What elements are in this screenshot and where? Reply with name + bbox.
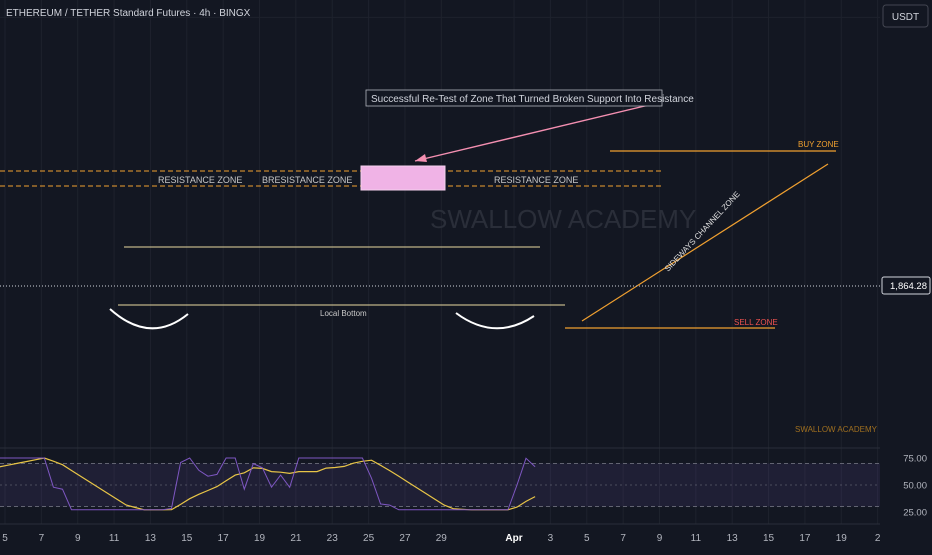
time-tick-label: 5: [584, 533, 590, 544]
right-bottom-arc: [455, 312, 535, 330]
time-tick-label: 13: [727, 533, 739, 544]
time-tick-label: 9: [75, 533, 81, 544]
time-tick-label: 23: [327, 533, 339, 544]
chart-title: ETHEREUM / TETHER Standard Futures · 4h …: [6, 8, 251, 19]
time-tick-label: 15: [181, 533, 193, 544]
time-tick-label: 19: [254, 533, 266, 544]
sideways-channel-line: [581, 163, 829, 322]
price-axis: 2,500.002,400.002,300.002,200.002,100.00…: [880, 0, 932, 550]
annotation-text: Successful Re-Test of Zone That Turned B…: [371, 94, 694, 105]
time-tick-label: 3: [548, 533, 554, 544]
time-tick-label: 7: [39, 533, 45, 544]
annotation-box: [365, 89, 663, 107]
time-tick-label: 29: [436, 533, 448, 544]
current-price-tag: 1,864.28: [881, 276, 931, 295]
watermark-text: SWALLOW ACADEMY: [430, 204, 696, 234]
rsi-ma-line: [0, 457, 536, 511]
time-tick-label: 25: [363, 533, 375, 544]
time-tick-label: 7: [620, 533, 626, 544]
time-tick-label: 11: [691, 533, 702, 544]
time-tick-label: 13: [145, 533, 157, 544]
currency-button[interactable]: USDT: [882, 4, 929, 28]
zones: [0, 103, 880, 330]
rsi-tick-label: 50.00: [903, 481, 927, 492]
header: ETHEREUM / TETHER Standard Futures · 4h …: [6, 8, 251, 19]
current-price-tag-label: 1,864.28: [890, 281, 927, 292]
time-tick-label: 15: [763, 533, 775, 544]
currency-button-label[interactable]: USDT: [892, 12, 919, 23]
time-tick-label: 11: [109, 533, 120, 544]
time-tick-label: 19: [836, 533, 848, 544]
buy-zone-label: BUY ZONE: [798, 140, 839, 149]
time-tick-label: 17: [218, 533, 230, 544]
current-price-tag-frame: [881, 276, 931, 295]
resistance-zone-label-right: RESISTANCE ZONE: [494, 175, 578, 185]
rsi-panel: [0, 447, 880, 511]
watermark: SWALLOW ACADEMY: [430, 204, 696, 234]
resistance-zone-label-middle: BRESISTANCE ZONE: [262, 175, 352, 185]
rsi-tick-label: 75.00: [903, 454, 927, 465]
retest-highlight-box: [360, 165, 446, 191]
time-tick-label: 9: [657, 533, 663, 544]
time-tick-label: 27: [399, 533, 411, 544]
rsi-tick-label: 25.00: [903, 508, 927, 519]
annotation-arrow-head: [415, 154, 427, 162]
price-axis-background: [880, 0, 932, 550]
time-tick-label: 5: [2, 533, 8, 544]
rsi-line: [0, 457, 536, 511]
local-bottom-label: Local Bottom: [320, 309, 367, 318]
resistance-zone-label-left: RESISTANCE ZONE: [158, 175, 242, 185]
swallow-academy-label: SWALLOW ACADEMY: [795, 425, 878, 434]
sell-zone-label: SELL ZONE: [734, 318, 778, 327]
time-axis: 5 7 9 11 13 15 17 19 21 23 25 27 29 Apr 3 5 7 9 11 13 15 17 19…: [0, 523, 881, 544]
left-bottom-arc: [109, 308, 189, 330]
annotation-arrow-line: [414, 103, 654, 162]
currency-button-frame[interactable]: [882, 4, 929, 28]
time-tick-label: Apr: [505, 533, 522, 544]
grid: [0, 0, 880, 524]
time-tick-label: 2: [875, 533, 881, 544]
time-tick-label: 21: [290, 533, 302, 544]
time-tick-label: 17: [799, 533, 811, 544]
